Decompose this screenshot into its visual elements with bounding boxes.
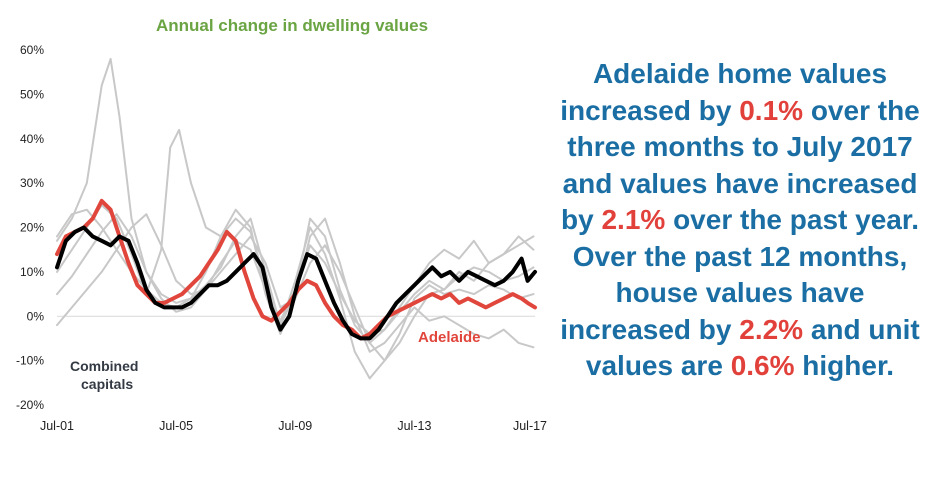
series-line-other-capital-2 — [56, 57, 535, 344]
x-tick-label: Jul-13 — [397, 419, 431, 433]
combined-capitals-label: Combined — [70, 358, 138, 374]
summary-headline: Adelaide home values increased by 0.1% o… — [560, 56, 920, 385]
y-tick-label: 40% — [20, 132, 44, 146]
headline-value-three-month: 0.1% — [739, 94, 804, 126]
headline-text-3: over the past year. Over the past 12 mon… — [560, 204, 919, 345]
y-tick-label: 30% — [20, 176, 44, 190]
line-chart: 60%50%40%30%20%10%0%-10%-20% Jul-01 Jul-0… — [16, 43, 547, 433]
headline-value-unit: 0.6% — [730, 350, 795, 381]
headline-value-house: 2.2% — [739, 313, 804, 345]
x-tick-label: Jul-05 — [159, 419, 193, 433]
x-axis-ticks: Jul-01 Jul-05 Jul-09 Jul-13 Jul-17 — [40, 419, 547, 433]
headline-text-4: and unit values are — [585, 313, 920, 382]
y-tick-label: 20% — [20, 221, 44, 235]
y-tick-label: -10% — [16, 354, 44, 368]
chart-panel: Annual change in dwelling values 60% 50% 4… — [16, 16, 547, 433]
y-tick-label: 0% — [27, 309, 45, 323]
headline-text-1: Adelaide home values increased by — [560, 58, 888, 126]
y-tick-label: 50% — [20, 87, 44, 101]
y-tick-label: -20% — [16, 398, 44, 412]
adelaide-label: Adelaide — [418, 329, 481, 346]
x-tick-label: Jul-01 — [40, 419, 74, 433]
series-line-combined-capitals — [55, 225, 537, 341]
y-tick-label: 60% — [20, 43, 44, 57]
chart-title: Annual change in dwelling values — [155, 16, 429, 35]
x-tick-label: Jul-17 — [513, 419, 547, 433]
headline-value-annual: 2.1% — [601, 204, 666, 235]
y-tick-label: 10% — [20, 265, 44, 279]
series-line-adelaide — [55, 198, 537, 341]
headline-text-2: over the three months to July 2017 and v… — [561, 94, 920, 236]
series-lines — [55, 57, 537, 380]
x-tick-label: Jul-09 — [278, 419, 312, 433]
combined-capitals-label-line2: capitals — [81, 376, 133, 392]
headline-text-5: higher. — [794, 350, 895, 381]
y-axis-ticks: 60% 50% 40% 30% 20% 10% 0% -10% -20% — [16, 43, 44, 412]
